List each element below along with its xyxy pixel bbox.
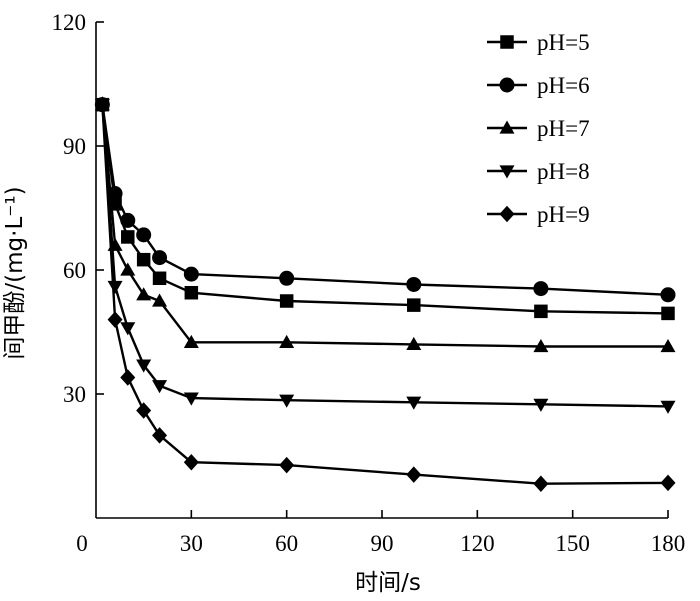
data-point: [120, 322, 136, 336]
legend-marker: [499, 77, 515, 93]
series-ph-9: [94, 96, 676, 492]
legend-label: pH=6: [537, 73, 590, 98]
data-point: [279, 334, 295, 348]
legend-item: pH=9: [487, 202, 590, 227]
x-tick-label: 90: [371, 531, 394, 556]
series-line: [101, 104, 668, 348]
legend-item: pH=5: [487, 30, 590, 55]
data-point: [279, 270, 295, 286]
data-point: [279, 294, 294, 308]
data-point: [660, 287, 676, 303]
x-tick-label: 120: [460, 531, 495, 556]
legend-marker: [500, 35, 514, 49]
legend: pH=5 pH=6 pH=7 pH=8 pH=9: [487, 30, 590, 227]
data-point: [660, 400, 676, 414]
series-ph-6: [94, 97, 676, 303]
data-point: [533, 338, 549, 353]
data-point: [121, 230, 135, 244]
data-point: [152, 293, 168, 307]
legend-label: pH=8: [537, 159, 590, 184]
data-point: [184, 285, 199, 300]
legend-label: pH=7: [537, 116, 590, 141]
x-tick-label: 150: [555, 531, 590, 556]
y-tick-label: 120: [52, 10, 87, 35]
data-point: [660, 338, 676, 353]
data-point: [136, 402, 152, 419]
series-line: [101, 104, 669, 485]
y-axis-title: 间甲酚/(mg·L⁻¹): [2, 186, 28, 359]
data-point: [152, 271, 167, 286]
axes: 0 30 60 90 120 150 180 30 60 90 120: [52, 10, 686, 556]
series-ph-8: [94, 99, 676, 414]
data-point: [533, 475, 549, 492]
data-point: [136, 227, 152, 243]
x-axis-title: 时间/s: [355, 570, 421, 596]
data-point: [406, 396, 422, 410]
data-point: [120, 212, 136, 228]
legend-item: pH=6: [487, 73, 590, 98]
data-point: [183, 334, 199, 348]
data-point: [136, 359, 152, 373]
y-tick-label: 30: [63, 382, 86, 407]
series-layer: [94, 96, 676, 492]
data-point: [533, 398, 549, 412]
legend-label: pH=9: [537, 202, 590, 227]
data-point: [534, 304, 548, 319]
x-tick-label: 60: [275, 531, 298, 556]
y-tick-label: 60: [63, 258, 86, 283]
data-point: [107, 311, 123, 328]
y-tick-label: 90: [63, 134, 86, 159]
data-point: [136, 287, 152, 301]
data-point: [406, 276, 422, 292]
data-point: [533, 281, 549, 297]
x-tick-label: 180: [651, 531, 686, 556]
data-point: [152, 380, 168, 394]
data-point: [406, 466, 422, 483]
legend-marker: [499, 205, 515, 223]
series-line: [101, 104, 669, 408]
data-point: [279, 394, 295, 408]
data-point: [279, 456, 295, 474]
data-point: [183, 453, 199, 471]
data-point: [136, 252, 151, 267]
x-tick-label: 0: [76, 531, 88, 556]
data-point: [660, 474, 676, 492]
data-point: [152, 427, 168, 444]
data-point: [120, 369, 136, 386]
data-point: [120, 262, 136, 276]
legend-marker: [499, 120, 515, 134]
data-point: [661, 306, 675, 321]
data-point: [183, 266, 199, 282]
data-point: [407, 298, 421, 312]
x-tick-label: 30: [180, 531, 203, 556]
data-point: [94, 96, 110, 113]
legend-item: pH=7: [487, 116, 590, 141]
legend-marker: [499, 165, 515, 179]
data-point: [107, 280, 123, 295]
series-line: [101, 104, 669, 296]
data-point: [183, 392, 199, 406]
data-point: [152, 250, 168, 266]
data-point: [406, 336, 422, 351]
legend-item: pH=8: [487, 159, 590, 184]
legend-label: pH=5: [537, 30, 590, 55]
